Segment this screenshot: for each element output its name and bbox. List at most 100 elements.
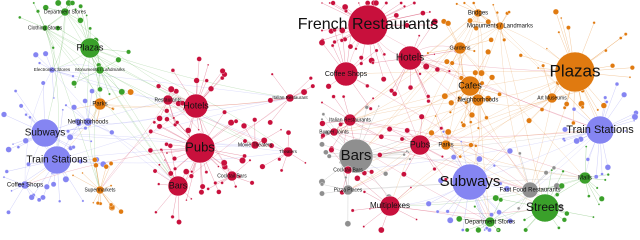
minor-node [378, 134, 384, 140]
minor-node [5, 146, 12, 153]
edge [44, 27, 197, 107]
node [41, 24, 49, 32]
edge [347, 97, 553, 171]
minor-node [621, 91, 628, 98]
minor-node [498, 181, 503, 186]
minor-node [321, 112, 326, 116]
minor-node [108, 161, 114, 166]
minor-node [358, 55, 364, 61]
node-label: Train Stations [566, 124, 634, 136]
minor-node [420, 10, 426, 16]
minor-node [562, 126, 568, 133]
minor-node [6, 210, 11, 215]
edge [270, 97, 291, 123]
network-diagram: Department Stores Clothing Stores Plazas El… [1, 0, 639, 233]
minor-node [159, 148, 163, 151]
edge [499, 25, 531, 191]
minor-node [344, 176, 348, 179]
minor-node [393, 12, 400, 19]
minor-node [89, 88, 95, 94]
minor-node [426, 99, 431, 104]
minor-node [560, 16, 563, 20]
minor-node [557, 226, 561, 230]
minor-node [42, 50, 49, 57]
minor-node [241, 122, 248, 129]
minor-node [624, 129, 627, 133]
node-label: Pubs [185, 139, 215, 154]
minor-node [464, 227, 470, 233]
minor-node [444, 58, 450, 65]
minor-node [2, 175, 6, 179]
minor-node [40, 194, 46, 201]
minor-node [93, 162, 99, 168]
node [471, 93, 485, 107]
minor-node [323, 149, 329, 155]
minor-node [36, 9, 40, 14]
minor-node [279, 128, 283, 131]
edge [56, 97, 291, 161]
minor-node [55, 25, 61, 31]
minor-node [325, 83, 332, 90]
node [184, 132, 216, 164]
minor-node [165, 151, 169, 155]
minor-node [537, 66, 540, 70]
minor-node [13, 89, 18, 93]
minor-node [460, 121, 464, 124]
minor-node [432, 167, 437, 171]
node [397, 45, 423, 71]
edge [99, 163, 112, 191]
minor-node [449, 60, 455, 66]
minor-node [587, 194, 591, 198]
minor-node [66, 133, 74, 141]
minor-node [74, 8, 77, 11]
edge [272, 74, 291, 99]
minor-node [448, 99, 455, 106]
edge [87, 121, 179, 187]
minor-node [127, 88, 134, 96]
node-label: Bars [341, 147, 372, 164]
minor-node [279, 168, 284, 173]
edge [542, 65, 553, 99]
minor-node [92, 157, 98, 163]
minor-node [483, 228, 486, 232]
minor-node [425, 200, 432, 207]
minor-node [239, 157, 246, 164]
edge [389, 97, 553, 207]
edge [99, 105, 197, 191]
minor-node [267, 119, 273, 126]
minor-node [389, 88, 394, 94]
minor-node [37, 197, 42, 203]
edge [345, 71, 576, 75]
minor-node [472, 49, 476, 53]
minor-node [571, 107, 577, 112]
edge [51, 69, 179, 187]
node [342, 184, 354, 196]
minor-node [623, 32, 628, 36]
node [484, 216, 496, 228]
minor-node [447, 69, 451, 73]
minor-node [503, 185, 511, 193]
edge [64, 11, 179, 187]
edge [56, 151, 289, 164]
minor-node [126, 49, 131, 55]
minor-node [78, 4, 83, 9]
minor-node [190, 197, 193, 200]
minor-node [378, 226, 385, 233]
node-label: Burger Joints [319, 129, 349, 135]
minor-node [167, 143, 173, 149]
minor-node [64, 103, 68, 107]
minor-node [594, 174, 599, 179]
minor-node [185, 199, 188, 202]
minor-node [598, 195, 605, 202]
edge [499, 25, 546, 209]
edge [44, 27, 101, 71]
edge [44, 27, 179, 187]
minor-node [176, 219, 182, 225]
edge [477, 97, 553, 106]
edge [51, 69, 291, 99]
edge [445, 144, 586, 179]
minor-node [74, 86, 77, 89]
edge [470, 20, 501, 27]
node-label: Coffee Shops [325, 71, 368, 78]
edge [24, 147, 201, 186]
